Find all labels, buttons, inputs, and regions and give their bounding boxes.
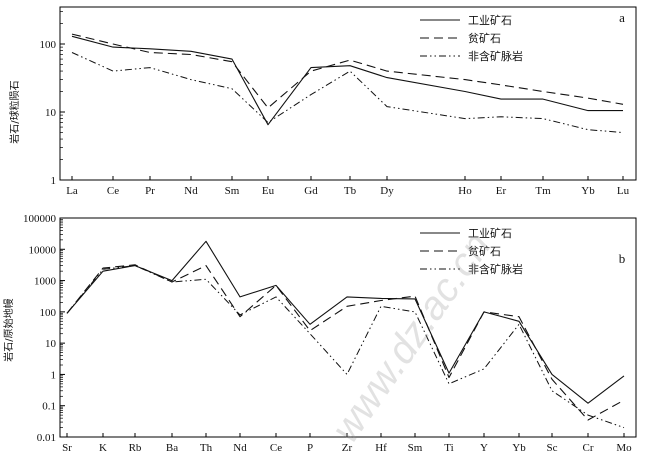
y-tick-label: 1 [51, 369, 57, 381]
x-tick-label: Pr [145, 185, 155, 197]
panel-label: a [619, 10, 625, 25]
legend-entry-3: 非含矿脉岩 [468, 262, 523, 276]
x-tick-label: Nd [233, 442, 247, 453]
x-tick-label: Th [200, 442, 213, 453]
legend-entry-1: 工业矿石 [468, 14, 512, 27]
y-tick-label: 0.01 [37, 432, 56, 444]
x-tick-label: Mo [616, 442, 632, 453]
y-tick-label: 10 [45, 338, 57, 350]
plot-frame [59, 217, 637, 438]
series-line-1 [71, 35, 623, 126]
legend-entry-2: 贫矿石 [468, 31, 501, 45]
x-tick-label: Ti [444, 442, 453, 453]
x-tick-label: K [99, 442, 107, 453]
x-tick-label: Sr [62, 442, 72, 453]
x-tick-label: La [66, 185, 78, 197]
x-tick-label: Ho [458, 185, 472, 197]
y-tick-label: 1000 [34, 276, 57, 288]
legend-entry-2: 贫矿石 [468, 244, 501, 258]
y-tick-label: 100 [40, 307, 57, 319]
panel-label: b [619, 251, 626, 266]
x-tick-label: Sm [408, 442, 423, 453]
x-tick-label: Eu [262, 185, 275, 197]
x-tick-label: Hf [375, 442, 387, 453]
x-tick-label: Sm [225, 185, 240, 197]
x-tick-label: Yb [512, 442, 526, 453]
x-tick-label: Zr [342, 442, 353, 453]
y-tick-label: 1 [51, 175, 57, 187]
y-tick-label: 100000 [23, 213, 57, 225]
x-tick-label: Sc [547, 442, 558, 453]
y-axis-label: 岩石/球粒陨石 [8, 80, 21, 143]
series-line-2 [71, 33, 624, 109]
plot-frame [59, 6, 637, 181]
legend-entry-3: 非含矿脉岩 [468, 49, 523, 63]
x-tick-label: Dy [380, 185, 394, 197]
panel-b: 0.01 0.1 1 10 100 1000 10000 100000 Sr K Rb Ba Th Nd C… [2, 213, 637, 453]
y-axis-label: 岩石/原始地幔 [2, 298, 15, 361]
legend-entry-1: 工业矿石 [468, 227, 512, 240]
x-tick-label: Ce [270, 442, 282, 453]
x-tick-label: Cr [583, 442, 594, 453]
x-tick-label: Yb [581, 185, 595, 197]
y-tick-label: 10 [45, 107, 57, 119]
x-tick-label: Tm [535, 185, 551, 197]
x-tick-label: Ce [107, 185, 119, 197]
x-tick-label: P [307, 442, 313, 453]
x-tick-label: Lu [617, 185, 630, 197]
x-tick-label: Ba [166, 442, 178, 453]
series-line-3 [66, 265, 625, 429]
x-tick-label: Y [480, 442, 488, 453]
x-tick-label: Er [496, 185, 507, 197]
x-tick-label: Nd [184, 185, 198, 197]
y-tick-label: 100 [40, 39, 57, 51]
y-tick-label: 0.1 [42, 401, 56, 413]
x-tick-label: Gd [304, 185, 318, 197]
y-tick-label: 10000 [29, 244, 57, 256]
series-line-1 [66, 240, 625, 404]
series-line-3 [71, 52, 624, 133]
watermark-text: www.dz.ac.cn [323, 225, 499, 451]
x-tick-label: Tb [344, 185, 357, 197]
x-tick-label: Rb [129, 442, 142, 453]
panel-a: 1 10 100 La Ce Pr Nd Sm Eu Gd Tb Dy Ho Er Tm Yb Lu 岩石/球粒陨… [8, 6, 637, 197]
